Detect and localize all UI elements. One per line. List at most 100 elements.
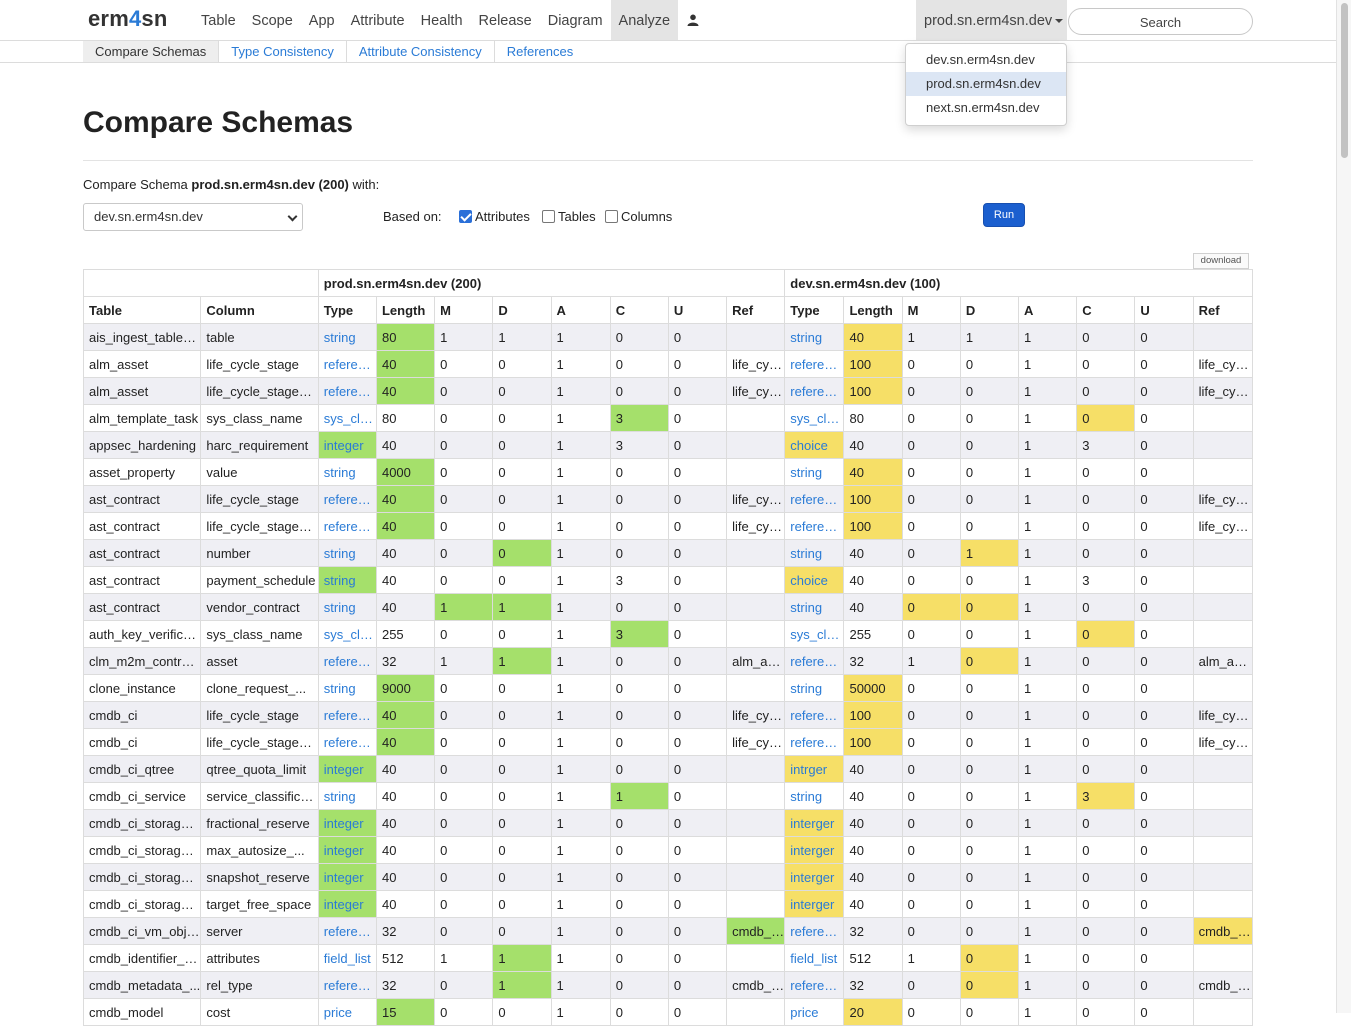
cell-type[interactable]: field_list bbox=[784, 944, 845, 972]
cell-type[interactable]: reference bbox=[317, 350, 377, 378]
cell-type[interactable]: string bbox=[784, 674, 845, 702]
cell-type[interactable]: string bbox=[317, 674, 377, 702]
cell-type[interactable]: reference bbox=[784, 512, 845, 540]
cell-type[interactable]: reference bbox=[784, 728, 845, 756]
nav-item-health[interactable]: Health bbox=[420, 13, 463, 29]
cell-type[interactable]: intrger bbox=[784, 755, 845, 783]
cell-table: ast_contract bbox=[82, 539, 202, 567]
cell-type[interactable]: string bbox=[317, 593, 377, 621]
cell-type[interactable]: interger bbox=[784, 890, 845, 918]
cell-type[interactable]: string bbox=[317, 458, 377, 486]
subnav-tab-references[interactable]: References bbox=[506, 44, 574, 59]
cell-table: appsec_hardening bbox=[82, 431, 202, 459]
cell-type[interactable]: reference bbox=[784, 377, 845, 405]
cell-ref bbox=[726, 836, 786, 864]
cell-a: 1 bbox=[550, 647, 611, 675]
subnav-tab-compare-schemas[interactable]: Compare Schemas bbox=[83, 41, 220, 62]
column-header-column: Column bbox=[200, 296, 319, 324]
nav-item-table[interactable]: Table bbox=[201, 13, 236, 29]
cell-type[interactable]: integer bbox=[317, 809, 377, 837]
cell-d: 0 bbox=[959, 350, 1020, 378]
cell-ref bbox=[726, 593, 786, 621]
cell-type[interactable]: integer bbox=[317, 890, 377, 918]
cell-type[interactable]: integer bbox=[317, 431, 377, 459]
nav-item-app[interactable]: App bbox=[308, 13, 335, 29]
cell-ref bbox=[1192, 674, 1254, 702]
cell-type[interactable]: reference bbox=[784, 917, 845, 945]
run-button[interactable]: Run bbox=[983, 203, 1025, 227]
cell-type[interactable]: reference bbox=[784, 350, 845, 378]
cell-type[interactable]: sys_class_name bbox=[784, 620, 845, 648]
cell-type[interactable]: interger bbox=[784, 809, 845, 837]
brand-logo[interactable]: erm4sn bbox=[88, 6, 167, 32]
cell-ref bbox=[1192, 836, 1254, 864]
cell-type[interactable]: price bbox=[317, 998, 377, 1026]
cell-type[interactable]: reference bbox=[784, 971, 845, 999]
cell-table: ast_contract bbox=[82, 485, 202, 513]
subnav-tab-type-consistency[interactable]: Type Consistency bbox=[219, 41, 347, 62]
checkbox-icon[interactable] bbox=[459, 210, 472, 223]
checkbox-tables[interactable]: Tables bbox=[542, 209, 596, 224]
cell-type[interactable]: reference bbox=[317, 971, 377, 999]
nav-item-analyze[interactable]: Analyze bbox=[610, 0, 679, 40]
cell-type[interactable]: reference bbox=[317, 377, 377, 405]
cell-type[interactable]: reference bbox=[317, 701, 377, 729]
cell-length: 40 bbox=[375, 377, 436, 405]
compare-instance-select[interactable]: dev.sn.erm4sn.dev bbox=[83, 203, 303, 231]
cell-type[interactable]: reference bbox=[784, 701, 845, 729]
checkbox-columns[interactable]: Columns bbox=[605, 209, 672, 224]
download-button[interactable]: download bbox=[1193, 253, 1249, 269]
cell-column: life_cycle_stage_status bbox=[200, 512, 319, 540]
checkbox-icon[interactable] bbox=[605, 210, 618, 223]
cell-column: number bbox=[200, 539, 319, 567]
nav-item-scope[interactable]: Scope bbox=[251, 13, 293, 29]
cell-type[interactable]: string bbox=[784, 782, 845, 810]
checkbox-label: Attributes bbox=[475, 209, 530, 224]
cell-type[interactable]: field_list bbox=[317, 944, 377, 972]
nav-item-release[interactable]: Release bbox=[478, 13, 532, 29]
cell-a: 1 bbox=[550, 863, 611, 891]
cell-type[interactable]: reference bbox=[317, 647, 377, 675]
cell-type[interactable]: string bbox=[784, 593, 845, 621]
subnav-tab-attribute-consistency[interactable]: Attribute Consistency bbox=[347, 41, 495, 62]
instance-option[interactable]: prod.sn.erm4sn.dev bbox=[906, 72, 1066, 96]
cell-type[interactable]: interger bbox=[784, 863, 845, 891]
cell-type[interactable]: integer bbox=[317, 836, 377, 864]
instance-selector[interactable]: prod.sn.erm4sn.dev bbox=[916, 0, 1067, 40]
cell-type[interactable]: integer bbox=[317, 755, 377, 783]
instance-option[interactable]: dev.sn.erm4sn.dev bbox=[926, 52, 1035, 67]
nav-item-attribute[interactable]: Attribute bbox=[350, 13, 405, 29]
cell-type[interactable]: string bbox=[784, 323, 845, 351]
instance-option[interactable]: next.sn.erm4sn.dev bbox=[926, 100, 1040, 115]
search-input[interactable]: Search bbox=[1068, 8, 1253, 35]
scrollbar-thumb[interactable] bbox=[1341, 3, 1348, 158]
checkbox-icon[interactable] bbox=[542, 210, 555, 223]
cell-type[interactable]: string bbox=[317, 566, 377, 594]
group-header-empty bbox=[83, 269, 319, 297]
cell-type[interactable]: sys_class_name bbox=[784, 404, 845, 432]
cell-type[interactable]: choice bbox=[784, 566, 845, 594]
cell-type[interactable]: reference bbox=[317, 485, 377, 513]
cell-type[interactable]: integer bbox=[317, 863, 377, 891]
cell-length: 4000 bbox=[375, 458, 436, 486]
checkbox-attributes[interactable]: Attributes bbox=[459, 209, 530, 224]
cell-type[interactable]: sys_class_name bbox=[317, 620, 377, 648]
cell-type[interactable]: string bbox=[317, 782, 377, 810]
cell-type[interactable]: reference bbox=[317, 512, 377, 540]
cell-type[interactable]: string bbox=[317, 539, 377, 567]
cell-type[interactable]: reference bbox=[784, 485, 845, 513]
vertical-scrollbar[interactable] bbox=[1336, 0, 1351, 1013]
nav-user-button[interactable] bbox=[678, 0, 708, 40]
cell-type[interactable]: string bbox=[317, 323, 377, 351]
cell-type[interactable]: reference bbox=[317, 728, 377, 756]
cell-type[interactable]: string bbox=[784, 539, 845, 567]
cell-type[interactable]: choice bbox=[784, 431, 845, 459]
cell-type[interactable]: interger bbox=[784, 836, 845, 864]
cell-m: 0 bbox=[901, 971, 961, 999]
cell-type[interactable]: reference bbox=[317, 917, 377, 945]
cell-type[interactable]: string bbox=[784, 458, 845, 486]
cell-type[interactable]: price bbox=[784, 998, 845, 1026]
cell-type[interactable]: reference bbox=[784, 647, 845, 675]
nav-item-diagram[interactable]: Diagram bbox=[547, 13, 603, 29]
cell-type[interactable]: sys_class_name bbox=[317, 404, 377, 432]
